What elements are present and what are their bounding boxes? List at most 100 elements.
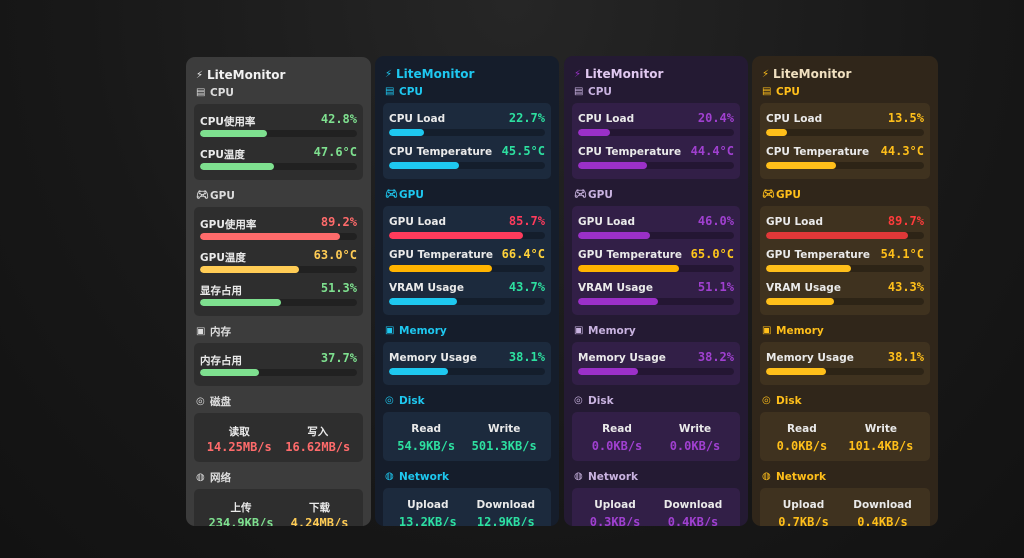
metric-bar-track bbox=[200, 369, 357, 376]
section-header-gpu: 🎮︎ GPU bbox=[762, 187, 928, 203]
metric-label: Read bbox=[602, 423, 632, 435]
card-disk: Read 54.9KB/s Write 501.3KB/s bbox=[383, 412, 551, 461]
metric-value: 46.0% bbox=[697, 214, 734, 228]
metric-value: 51.3% bbox=[320, 281, 357, 295]
section-label: Memory bbox=[399, 325, 447, 337]
metric-value: 14.25MB/s bbox=[206, 440, 272, 454]
cpu-chip-icon: ▤ bbox=[196, 87, 206, 98]
monitor-panel-1[interactable]: ⚡ LiteMonitor ▤ CPU CPU使用率 42.8% CPU温度 47.6… bbox=[186, 57, 371, 526]
cpu-chip-icon: ▤ bbox=[574, 86, 584, 97]
metric-label: Read bbox=[786, 423, 817, 435]
disk-left: Read 0.0KB/s bbox=[777, 423, 828, 453]
metric-bar-track bbox=[578, 162, 734, 169]
section-header-gpu: 🎮︎ GPU bbox=[574, 187, 738, 203]
network-left: Upload 0.3KB/s bbox=[590, 499, 641, 526]
section-header-disk: ◎ Disk bbox=[385, 393, 549, 409]
floppy-disk-icon: ▣ bbox=[762, 325, 772, 336]
metric-label: 显存占用 bbox=[200, 285, 242, 297]
card-memory: Memory Usage 38.1% bbox=[760, 342, 930, 385]
section-header-network: ◍ Network bbox=[762, 469, 928, 485]
metric-label: GPU温度 bbox=[200, 252, 246, 264]
metric-bar-fill bbox=[200, 233, 341, 240]
disk-left: Read 54.9KB/s bbox=[397, 423, 455, 453]
network-values: 上传 234.9KB/s 下载 4.24MB/s bbox=[200, 495, 357, 526]
card-memory: 内存占用 37.7% bbox=[194, 343, 363, 386]
metric-row: GPU Load 89.7% bbox=[766, 212, 924, 245]
metric-value: 43.7% bbox=[508, 280, 545, 294]
card-cpu: CPU Load 20.4% CPU Temperature 44.4°C bbox=[572, 103, 740, 179]
section-header-memory: ▣ 内存 bbox=[196, 324, 361, 340]
section-label: Network bbox=[588, 471, 639, 483]
metric-value: 66.4°C bbox=[501, 247, 545, 261]
metric-value: 85.7% bbox=[508, 214, 545, 228]
metric-bar-track bbox=[766, 298, 924, 305]
metric-label: VRAM Usage bbox=[389, 282, 464, 294]
disk-right: Write 501.3KB/s bbox=[472, 423, 537, 453]
metric-label: CPU使用率 bbox=[200, 116, 256, 128]
metric-bar-fill bbox=[389, 368, 449, 375]
disk-drive-icon: ◎ bbox=[574, 395, 583, 406]
metric-label: GPU Temperature bbox=[578, 249, 683, 261]
metric-bar-fill bbox=[200, 163, 274, 170]
metric-label: CPU Temperature bbox=[389, 146, 493, 158]
card-gpu: GPU Load 85.7% GPU Temperature 66.4°C VRAM U… bbox=[383, 206, 551, 315]
disk-values: Read 54.9KB/s Write 501.3KB/s bbox=[389, 418, 545, 457]
metric-value: 65.0°C bbox=[690, 247, 734, 261]
metric-bar-track bbox=[578, 129, 734, 136]
metric-bar-fill bbox=[766, 298, 835, 305]
metric-label: CPU Load bbox=[389, 113, 446, 125]
metric-bar-fill bbox=[200, 299, 281, 306]
metric-bar-track bbox=[766, 162, 924, 169]
metric-bar-track bbox=[389, 232, 545, 239]
app-title: LiteMonitor bbox=[773, 67, 852, 81]
section-label: Memory bbox=[776, 325, 824, 337]
metric-row: GPU Temperature 65.0°C bbox=[578, 245, 734, 278]
card-network: Upload 0.7KB/s Download 0.4KB/s bbox=[760, 488, 930, 526]
metric-value: 13.2KB/s bbox=[398, 515, 457, 526]
metric-value: 0.3KB/s bbox=[589, 515, 641, 526]
metric-bar-track bbox=[389, 129, 545, 136]
floppy-disk-icon: ▣ bbox=[385, 325, 395, 336]
metric-label: Write bbox=[678, 423, 712, 435]
globe-icon: ◍ bbox=[385, 471, 394, 482]
metric-bar-track bbox=[766, 265, 924, 272]
network-left: Upload 0.7KB/s bbox=[778, 499, 829, 526]
metric-bar-track bbox=[200, 163, 357, 170]
section-header-gpu: 🎮︎ GPU bbox=[385, 187, 549, 203]
metric-bar-fill bbox=[200, 130, 268, 137]
metric-value: 0.4KB/s bbox=[857, 515, 908, 526]
section-header-gpu: 🎮︎ GPU bbox=[196, 188, 361, 204]
bolt-icon: ⚡ bbox=[762, 69, 770, 80]
panel-title: ⚡ LiteMonitor bbox=[574, 67, 738, 82]
monitor-panel-3[interactable]: ⚡ LiteMonitor ▤ CPU CPU Load 20.4% CPU Tem… bbox=[564, 56, 748, 526]
section-header-memory: ▣ Memory bbox=[385, 323, 549, 339]
globe-icon: ◍ bbox=[196, 472, 205, 483]
floppy-disk-icon: ▣ bbox=[196, 326, 206, 337]
metric-value: 101.4KB/s bbox=[848, 439, 914, 453]
metric-bar-fill bbox=[766, 162, 836, 169]
metric-row: CPU Load 22.7% bbox=[389, 109, 545, 142]
metric-bar-fill bbox=[200, 266, 299, 273]
network-left: Upload 13.2KB/s bbox=[399, 499, 457, 526]
section-label: Network bbox=[399, 471, 450, 483]
network-values: Upload 0.7KB/s Download 0.4KB/s bbox=[766, 494, 924, 526]
metric-bar-fill bbox=[766, 265, 852, 272]
gamepad-icon: 🎮︎ bbox=[196, 190, 209, 201]
metric-bar-track bbox=[389, 368, 545, 375]
disk-right: 写入 16.62MB/s bbox=[285, 424, 350, 454]
card-gpu: GPU Load 89.7% GPU Temperature 54.1°C VRAM U… bbox=[760, 206, 930, 315]
metric-bar-track bbox=[578, 232, 734, 239]
monitor-panel-4[interactable]: ⚡ LiteMonitor ▤ CPU CPU Load 13.5% CPU Tem… bbox=[752, 56, 938, 526]
card-memory: Memory Usage 38.1% bbox=[383, 342, 551, 385]
section-label: CPU bbox=[588, 86, 612, 98]
metric-row: GPU Load 46.0% bbox=[578, 212, 734, 245]
section-label: Disk bbox=[588, 395, 614, 407]
globe-icon: ◍ bbox=[762, 471, 771, 482]
section-label: 网络 bbox=[210, 472, 231, 484]
metric-label: 上传 bbox=[230, 502, 252, 514]
metric-row: CPU Load 20.4% bbox=[578, 109, 734, 142]
metric-label: Read bbox=[411, 423, 442, 435]
section-label: GPU bbox=[588, 189, 613, 201]
metric-label: Download bbox=[476, 499, 536, 511]
monitor-panel-2[interactable]: ⚡ LiteMonitor ▤ CPU CPU Load 22.7% CPU Tem… bbox=[375, 56, 559, 526]
